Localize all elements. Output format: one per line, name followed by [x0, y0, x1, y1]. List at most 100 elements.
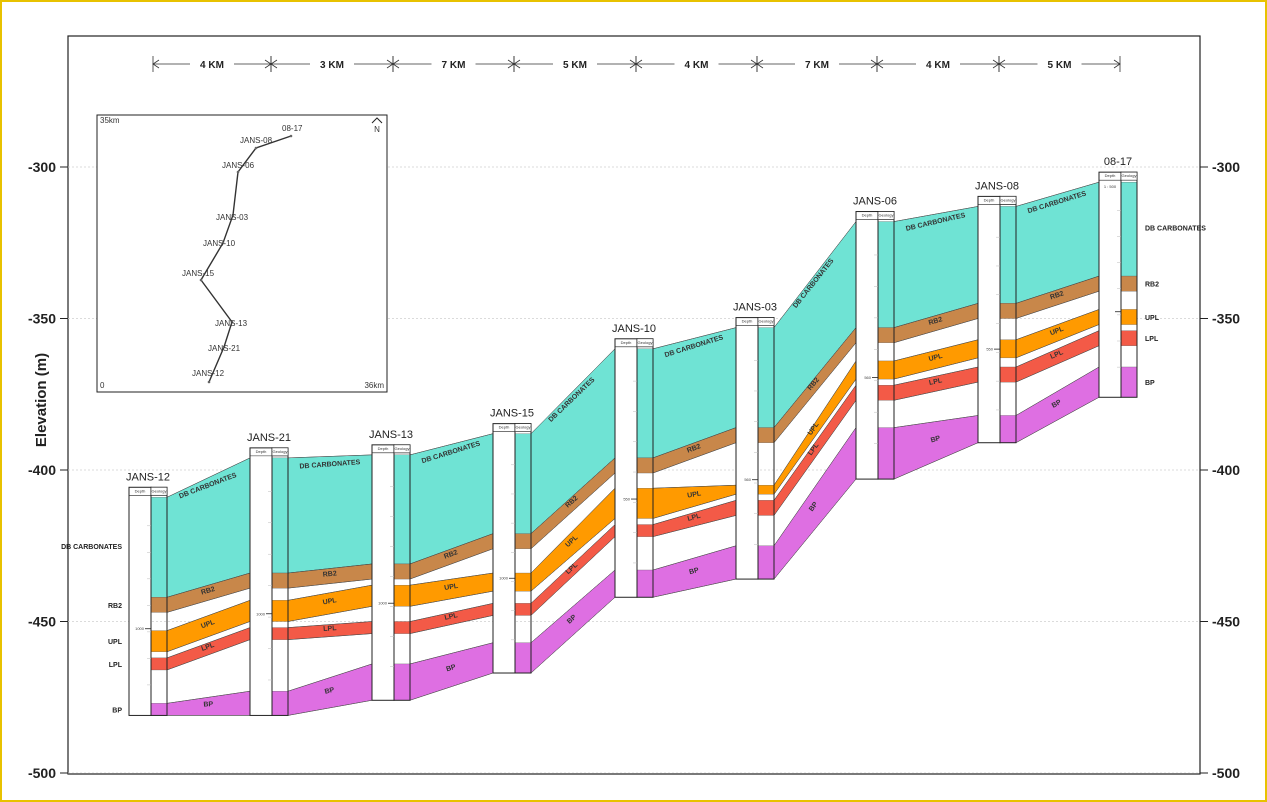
unit-label-lpl: LPL	[201, 642, 216, 653]
unit-db-in-well	[150, 497, 168, 598]
correlation-line	[409, 572, 494, 586]
unit-label-rb2: RB2	[200, 586, 216, 597]
geology-header-label: Geology	[759, 319, 774, 324]
well-location-point	[254, 146, 258, 150]
correlation-line	[893, 339, 979, 362]
unit-db-in-well	[877, 221, 895, 328]
correlation-line	[166, 639, 251, 671]
map-well-label: 08-17	[282, 124, 303, 133]
correlation-lines	[166, 181, 1100, 716]
correlation-line	[287, 584, 373, 601]
scale-label: 1 : 500	[1104, 184, 1117, 189]
unit-db-in-well	[514, 433, 532, 534]
correlation-line	[287, 606, 373, 622]
correlation-line	[652, 494, 737, 519]
depth-mark-label: 550	[986, 347, 993, 352]
unit-label-upl: UPL	[687, 490, 703, 499]
well-location-point	[236, 170, 240, 174]
well-location-point	[222, 345, 226, 349]
correlation-line	[287, 621, 373, 628]
correlation-line	[409, 615, 494, 634]
depth-column	[1098, 171, 1122, 398]
unit-lpl-in-well	[757, 500, 775, 516]
depth-mark-label: 1000	[499, 576, 509, 581]
unit-upl-in-well	[514, 572, 532, 592]
geology-header-label: Geology	[273, 449, 288, 454]
unit-label-db: DB CARBONATES	[299, 459, 361, 470]
correlation-line	[893, 442, 979, 480]
distance-label: 4 KM	[926, 60, 950, 71]
correlation-line	[652, 442, 737, 474]
distance-arrow	[876, 59, 884, 69]
distance-arrow	[392, 59, 400, 69]
unit-label-lpl: LPL	[444, 612, 459, 622]
geology-header	[271, 447, 289, 457]
north-arrow-icon	[371, 117, 383, 124]
well-JANS-06: Depth Geology JANS-06 560	[853, 196, 897, 480]
correlation-line	[530, 536, 616, 616]
y-tick-label-left: -500	[28, 765, 56, 781]
unit-label-lpl: LPL	[323, 625, 337, 633]
unit-label-bp: BP	[445, 664, 457, 674]
map-well-label: JANS-13	[215, 319, 248, 328]
unit-rb2-in-well	[150, 597, 168, 613]
y-tick-label-left: -350	[28, 311, 56, 327]
unit-label-rb2: RB2	[443, 549, 459, 560]
y-tick-label-left: -400	[28, 462, 56, 478]
map-corner-bottom-left: 0	[100, 381, 105, 390]
correlation-line	[652, 578, 737, 598]
correlation-line	[893, 381, 979, 401]
geology-header-label: Geology	[638, 340, 653, 345]
y-tick-label-right: -450	[1212, 614, 1240, 630]
unit-rb2-in-well	[999, 303, 1017, 319]
correlation-line	[287, 454, 373, 459]
distance-arrow	[1113, 59, 1121, 69]
correlation-line	[1015, 366, 1100, 416]
depth-header: Depth	[621, 340, 632, 345]
unit-label-upl: UPL	[928, 353, 944, 363]
unit-bp-correlation	[893, 415, 979, 480]
depth-header: Depth	[984, 197, 995, 202]
correlation-line	[166, 621, 251, 653]
unit-db-in-well	[999, 206, 1017, 304]
depth-header: Depth	[256, 449, 267, 454]
well-location-point	[230, 320, 234, 324]
distance-label: 3 KM	[320, 60, 344, 71]
left-unit-label-db: DB CARBONATES	[61, 544, 122, 551]
geology-header	[1120, 171, 1138, 181]
well-JANS-15: Depth Geology JANS-15 1000	[490, 408, 534, 674]
correlation-line	[530, 518, 616, 592]
depth-column	[371, 444, 395, 701]
geology-header	[393, 444, 411, 454]
map-well-label: JANS-12	[192, 369, 225, 378]
unit-label-bp: BP	[566, 614, 578, 626]
unit-upl-in-well	[150, 630, 168, 652]
well-JANS-08: Depth Geology JANS-08 550	[975, 180, 1019, 444]
distance-label: 5 KM	[1048, 60, 1072, 71]
distance-label: 7 KM	[442, 60, 466, 71]
correlation-line	[1015, 324, 1100, 359]
depth-column	[492, 423, 516, 674]
correlation-line	[287, 700, 373, 716]
correlation-line	[1015, 275, 1100, 304]
right-unit-label-lpl: LPL	[1145, 336, 1159, 343]
y-tick-label-right: -350	[1212, 311, 1240, 327]
correlation-line	[773, 342, 857, 443]
depth-mark-label: 560	[864, 375, 871, 380]
unit-bp-in-well	[150, 703, 168, 716]
unit-lpl-in-well	[1120, 330, 1138, 346]
depth-mark-label: 1000	[378, 601, 388, 606]
distance-arrow	[270, 59, 278, 69]
well-name: 08-17	[1104, 156, 1132, 168]
correlation-line	[773, 478, 857, 580]
depth-mark-label: 550	[623, 497, 630, 502]
map-corner-bottom-right: 36km	[364, 381, 384, 390]
correlation-line	[773, 400, 857, 516]
unit-bp-in-well	[999, 415, 1017, 443]
correlation-line	[166, 600, 251, 631]
unit-label-bp: BP	[808, 501, 820, 513]
unit-lpl-in-well	[393, 621, 411, 634]
well-location-point	[207, 380, 211, 384]
unit-rb2-in-well	[636, 457, 654, 474]
geology-header	[757, 317, 775, 326]
